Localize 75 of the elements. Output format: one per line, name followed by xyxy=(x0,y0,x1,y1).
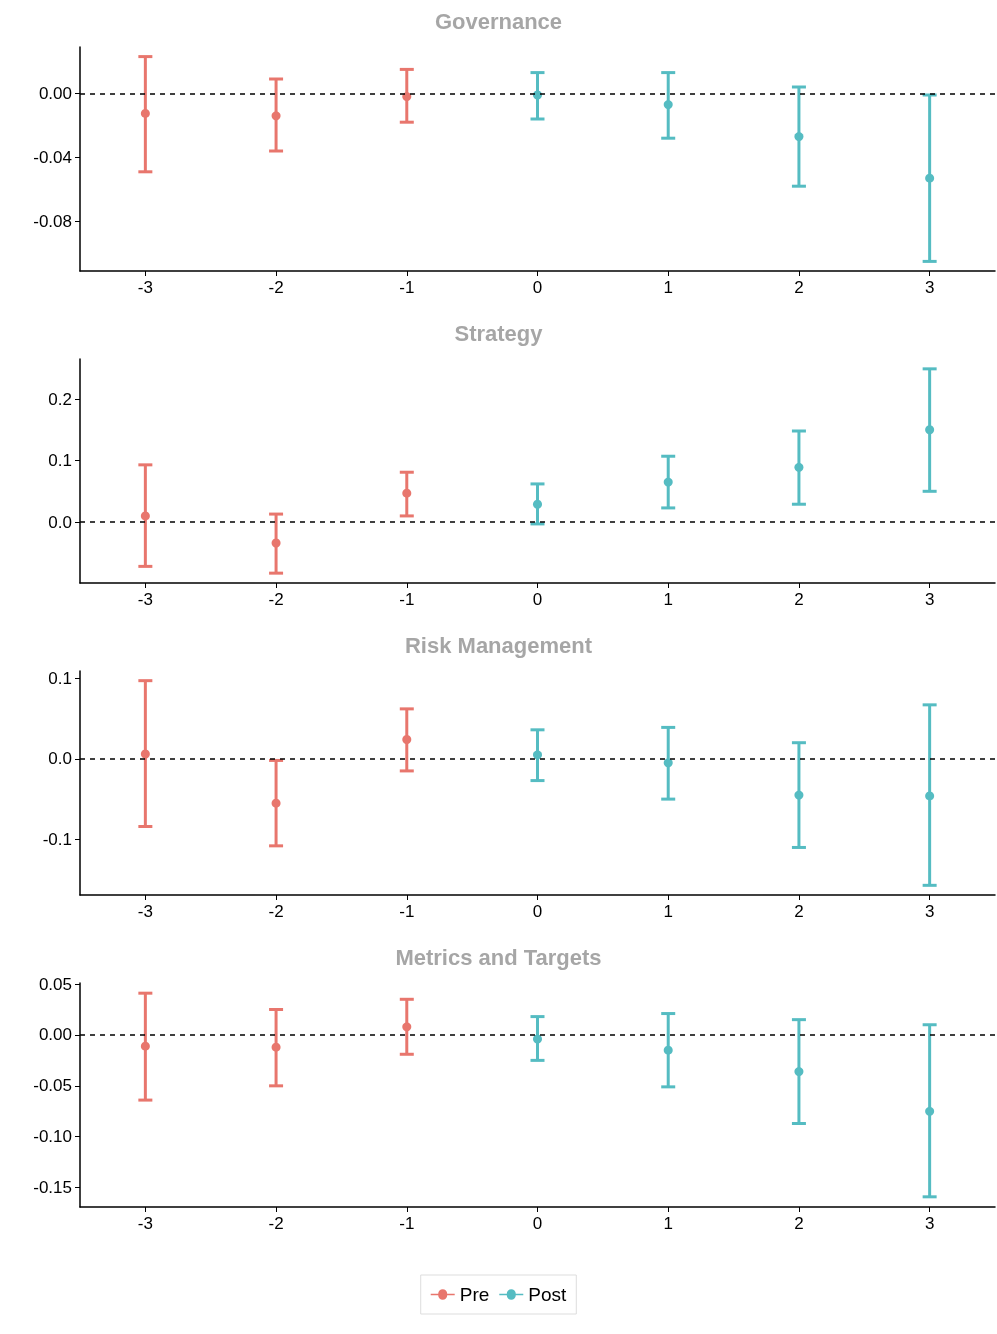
chart-title: Governance xyxy=(434,8,563,34)
y-tick-label: 0.00 xyxy=(38,1025,72,1045)
point xyxy=(925,173,935,183)
x-tick-label: -1 xyxy=(399,590,415,609)
x-tick-label: -3 xyxy=(137,278,153,297)
point xyxy=(140,108,150,118)
legend-label: Post xyxy=(528,1284,568,1305)
x-tick-label: 2 xyxy=(794,1214,804,1233)
point xyxy=(663,477,673,487)
y-tick-label: -0.05 xyxy=(33,1076,72,1096)
point xyxy=(794,790,804,800)
x-tick-label: 0 xyxy=(532,590,543,609)
x-tick-label: -1 xyxy=(399,278,415,297)
y-tick-label: 0.00 xyxy=(38,83,72,103)
x-tick-label: -2 xyxy=(268,590,284,609)
x-tick-label: -3 xyxy=(137,590,153,609)
point xyxy=(925,1106,935,1116)
x-tick-label: 1 xyxy=(663,902,673,921)
x-tick-label: 3 xyxy=(924,902,935,921)
chart-title: Metrics and Targets xyxy=(395,944,602,970)
point xyxy=(402,92,412,102)
point xyxy=(271,538,281,548)
x-tick-label: -2 xyxy=(268,278,284,297)
x-tick-label: -3 xyxy=(137,1214,153,1233)
point xyxy=(533,499,542,509)
point xyxy=(402,1022,412,1032)
y-tick-label: -0.08 xyxy=(33,211,72,231)
point xyxy=(794,462,804,472)
x-tick-label: 0 xyxy=(532,1214,543,1233)
point xyxy=(925,791,935,801)
x-tick-label: -1 xyxy=(399,1214,415,1233)
y-tick-label: 0.0 xyxy=(48,749,72,769)
point xyxy=(794,1067,804,1077)
x-tick-label: 0 xyxy=(532,278,543,297)
y-tick-label: 0.2 xyxy=(48,389,72,409)
point xyxy=(140,511,150,521)
x-tick-label: 1 xyxy=(663,1214,673,1233)
point xyxy=(402,488,412,498)
legend-label: Pre xyxy=(459,1284,490,1305)
x-tick-label: -2 xyxy=(268,1214,284,1233)
point xyxy=(140,749,150,759)
chart-title: Risk Management xyxy=(404,632,593,658)
point xyxy=(271,111,281,121)
point xyxy=(663,758,673,768)
x-tick-label: 3 xyxy=(924,590,935,609)
point xyxy=(663,100,673,110)
point xyxy=(271,798,281,808)
chart-title: Strategy xyxy=(454,320,544,346)
x-tick-label: 2 xyxy=(794,902,804,921)
x-tick-label: 2 xyxy=(794,278,804,297)
point xyxy=(533,1034,542,1044)
x-tick-label: 2 xyxy=(794,590,804,609)
y-tick-label: -0.10 xyxy=(33,1127,72,1147)
y-tick-label: 0.0 xyxy=(48,512,72,532)
x-tick-label: -2 xyxy=(268,902,284,921)
point xyxy=(794,132,804,142)
x-tick-label: 0 xyxy=(532,902,543,921)
y-tick-label: -0.15 xyxy=(33,1178,72,1198)
point xyxy=(925,425,935,435)
y-tick-label: 0.05 xyxy=(38,974,72,994)
x-tick-label: 1 xyxy=(663,590,673,609)
y-tick-label: 0.1 xyxy=(48,451,72,471)
x-tick-label: 3 xyxy=(924,278,935,297)
point xyxy=(140,1041,150,1051)
x-tick-label: -1 xyxy=(399,902,415,921)
point xyxy=(402,734,412,744)
x-tick-label: 3 xyxy=(924,1214,935,1233)
y-tick-label: 0.1 xyxy=(48,668,72,688)
x-tick-label: -3 xyxy=(137,902,153,921)
point xyxy=(271,1042,281,1052)
point xyxy=(533,750,542,760)
y-tick-label: -0.04 xyxy=(33,147,72,167)
y-tick-label: -0.1 xyxy=(42,829,72,849)
point xyxy=(663,1045,673,1055)
x-tick-label: 1 xyxy=(663,278,673,297)
